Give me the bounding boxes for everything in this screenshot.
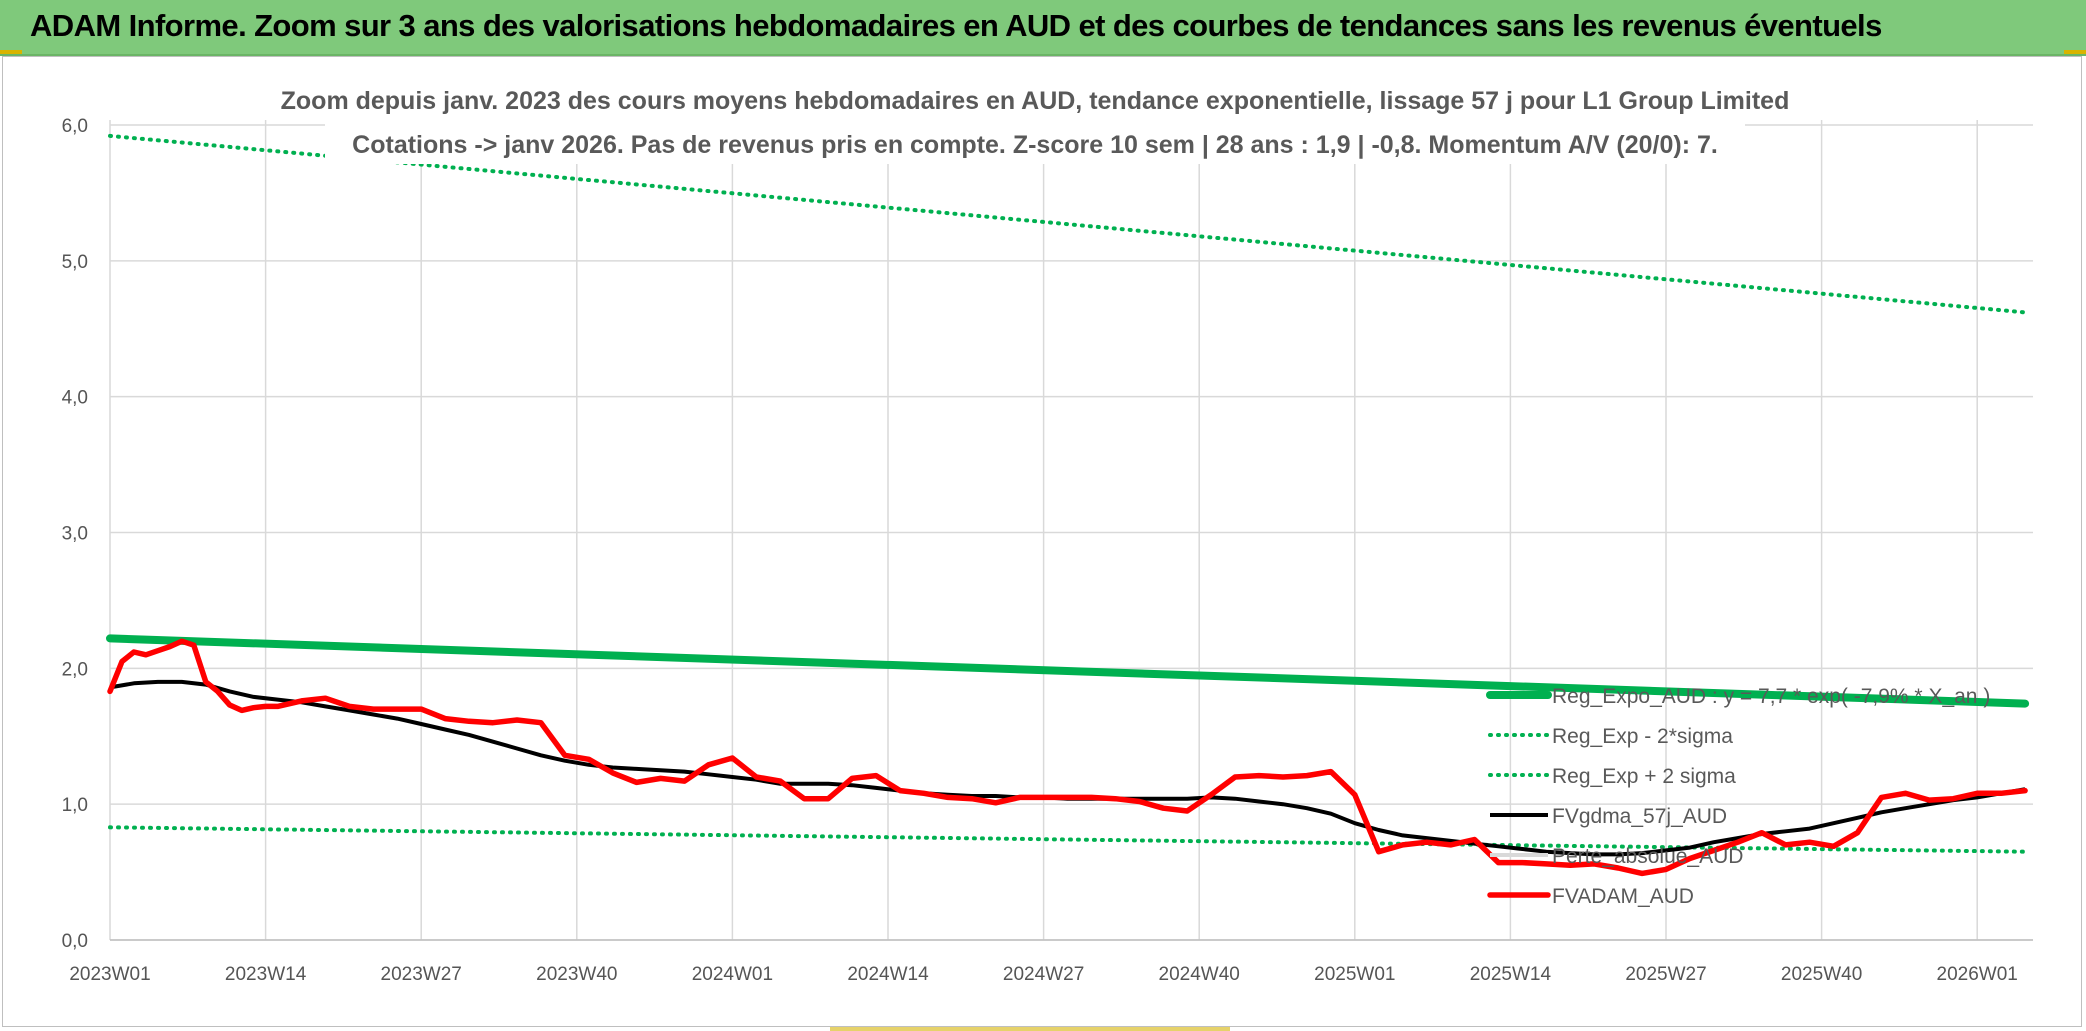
page-title: ADAM Informe. Zoom sur 3 ans des valoris… <box>30 8 1882 43</box>
chart-subtitle: Cotations -> janv 2026. Pas de revenus p… <box>352 131 1718 159</box>
x-tick-label: 2025W27 <box>1625 964 1706 985</box>
series-line-reg-expo-aud <box>106 634 2030 708</box>
x-tick-label: 2023W14 <box>225 964 307 985</box>
y-tick-label: 1,0 <box>62 795 88 816</box>
y-tick-label: 0,0 <box>62 931 88 952</box>
legend-entry: Perte_absolue_AUD <box>1552 845 1743 868</box>
x-tick-label: 2024W01 <box>692 964 773 985</box>
x-tick-label: 2024W14 <box>847 964 929 985</box>
title-background <box>325 82 1745 164</box>
chart-series <box>106 133 2030 877</box>
y-axis-ticks: 0,0 1,0 2,0 3,0 4,0 5,0 6,0 <box>62 116 88 952</box>
legend-entry: Reg_Exp - 2*sigma <box>1552 725 1733 748</box>
chart-legend: Reg_Expo_AUD : y = 7,7 * exp( -7,9% * X_… <box>1486 685 1990 908</box>
x-tick-label: 2025W01 <box>1314 964 1395 985</box>
chart-titles: Zoom depuis janv. 2023 des cours moyens … <box>281 82 1790 164</box>
y-tick-label: 2,0 <box>62 659 88 680</box>
x-tick-label: 2024W40 <box>1159 964 1240 985</box>
y-tick-label: 6,0 <box>62 116 88 137</box>
frame-bottom-accent <box>830 1027 1230 1031</box>
y-tick-label: 4,0 <box>62 388 88 409</box>
x-tick-label: 2024W27 <box>1003 964 1084 985</box>
x-tick-label: 2026W01 <box>1937 964 2018 985</box>
chart-title: Zoom depuis janv. 2023 des cours moyens … <box>281 87 1790 115</box>
y-tick-label: 3,0 <box>62 524 88 545</box>
x-tick-label: 2023W27 <box>381 964 462 985</box>
legend-entry: FVgdma_57j_AUD <box>1552 805 1727 828</box>
series-line-fvadam-aud <box>107 638 2028 877</box>
x-tick-label: 2025W40 <box>1781 964 1862 985</box>
x-tick-label: 2025W14 <box>1470 964 1552 985</box>
y-tick-label: 5,0 <box>62 252 88 273</box>
chart-grid <box>109 120 2033 941</box>
header-accent-right <box>2064 50 2086 54</box>
x-tick-label: 2023W40 <box>536 964 617 985</box>
header-accent-left <box>0 50 22 54</box>
legend-entry: Reg_Expo_AUD : y = 7,7 * exp( -7,9% * X_… <box>1552 685 1990 708</box>
x-tick-label: 2023W01 <box>69 964 150 985</box>
x-axis-ticks: 2023W01 2023W14 2023W27 2023W40 2024W01 2024W… <box>69 964 2018 985</box>
legend-entry: FVADAM_AUD <box>1552 885 1694 908</box>
series-line-reg-exp-2 <box>108 825 2028 854</box>
legend-entry: Reg_Exp + 2 sigma <box>1552 765 1736 788</box>
series-line-reg-exp-2 <box>108 133 2028 315</box>
chart-frame <box>2 56 2082 1027</box>
header-bar: ADAM Informe. Zoom sur 3 ans des valoris… <box>0 0 2086 56</box>
